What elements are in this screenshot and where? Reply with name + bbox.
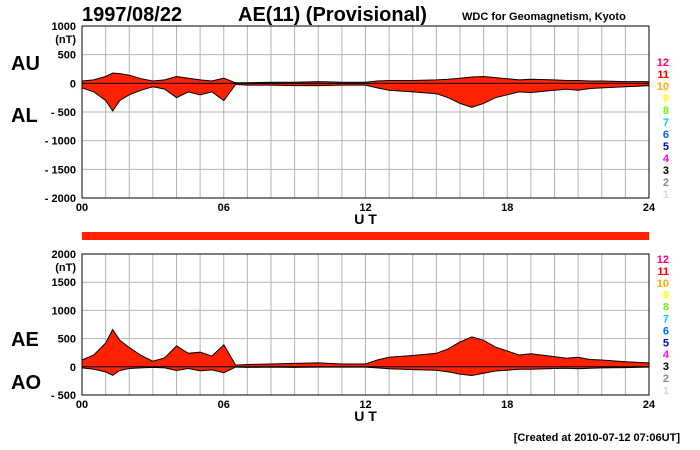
y-unit-label: (nT) <box>55 262 76 274</box>
x-tick-label: 18 <box>501 202 513 214</box>
x-tick-label: 00 <box>76 202 88 214</box>
scale-level-label: 2 <box>663 373 669 385</box>
y-tick-label: 0 <box>70 362 76 374</box>
scale-level-label: 1 <box>663 385 669 397</box>
scale-level-label: 3 <box>663 165 669 177</box>
x-tick-label: 00 <box>76 399 88 411</box>
x-tick-label: 18 <box>501 399 513 411</box>
x-tick-label: 24 <box>643 202 656 214</box>
y-tick-label: 1000 <box>52 305 76 317</box>
scale-level-label: 9 <box>663 290 669 302</box>
scale-level-label: 12 <box>657 57 669 69</box>
y-tick-label: 1000 <box>52 21 76 33</box>
plot-frame <box>81 253 650 396</box>
series-line-ae <box>81 328 650 366</box>
scale-level-label: 8 <box>663 105 669 117</box>
upper-index-label: AE <box>11 329 39 351</box>
scale-level-label: 8 <box>663 302 669 314</box>
scale-level-label: 1 <box>663 189 669 201</box>
y-tick-label: 500 <box>58 50 76 62</box>
scale-level-label: 11 <box>657 266 669 278</box>
y-tick-label: 0 <box>70 78 76 90</box>
chart-title: AE(11) (Provisional) <box>238 4 427 26</box>
plot-frame <box>81 25 650 199</box>
x-tick-label: 24 <box>643 399 656 411</box>
y-tick-label: - 1000 <box>45 136 76 148</box>
data-status-bar <box>82 232 649 240</box>
scale-level-label: 9 <box>663 93 669 105</box>
y-tick-label: - 1500 <box>45 164 76 176</box>
y-tick-label: - 500 <box>51 107 76 119</box>
y-tick-label: - 500 <box>51 390 76 402</box>
y-unit-label: (nT) <box>55 34 76 46</box>
scale-level-label: 3 <box>663 361 669 373</box>
upper-index-label: AU <box>11 53 40 75</box>
x-tick-label: 12 <box>359 202 371 214</box>
x-tick-label: 06 <box>218 399 230 411</box>
scale-level-label: 4 <box>663 349 670 361</box>
y-tick-label: 2000 <box>52 249 76 261</box>
series-line-al <box>81 83 650 112</box>
x-tick-label: 12 <box>359 399 371 411</box>
y-tick-label: - 2000 <box>45 193 76 205</box>
scale-level-label: 6 <box>663 325 669 337</box>
scale-level-label: 7 <box>663 117 669 129</box>
y-tick-label: 1500 <box>52 277 76 289</box>
created-timestamp: [Created at 2010-07-12 07:06UT] <box>513 432 680 444</box>
lower-index-label: AL <box>11 105 38 127</box>
scale-level-label: 5 <box>663 141 669 153</box>
scale-level-label: 7 <box>663 314 669 326</box>
ae-ao-panel: 2000 1500 1000 500 0 - 500 (nT) 00 06 12 18 24 U T AE… <box>11 249 656 424</box>
scale-level-label: 5 <box>663 337 669 349</box>
source-label: WDC for Geomagnetism, Kyoto <box>462 11 626 23</box>
index-band-area <box>82 329 649 376</box>
lower-index-label: AO <box>11 372 41 394</box>
x-axis-label: U T <box>354 408 377 424</box>
y-tick-label: 500 <box>58 334 76 346</box>
date-title: 1997/08/22 <box>82 4 183 26</box>
x-axis-label: U T <box>354 211 377 227</box>
index-band-area <box>82 73 649 111</box>
au-al-panel: 1000 500 0 - 500 - 1000 - 1500 - 2000 (nT) 00 06 1… <box>11 21 656 227</box>
x-tick-label: 06 <box>218 202 230 214</box>
scale-level-label: 4 <box>663 153 670 165</box>
series-line-au <box>81 72 649 84</box>
scale-level-label: 11 <box>657 69 669 81</box>
scale-level-label: 10 <box>657 81 669 93</box>
scale-level-label: 12 <box>657 254 669 266</box>
scale-level-label: 2 <box>663 177 669 189</box>
scale-level-label: 10 <box>657 278 669 290</box>
scale-level-label: 6 <box>663 129 669 141</box>
